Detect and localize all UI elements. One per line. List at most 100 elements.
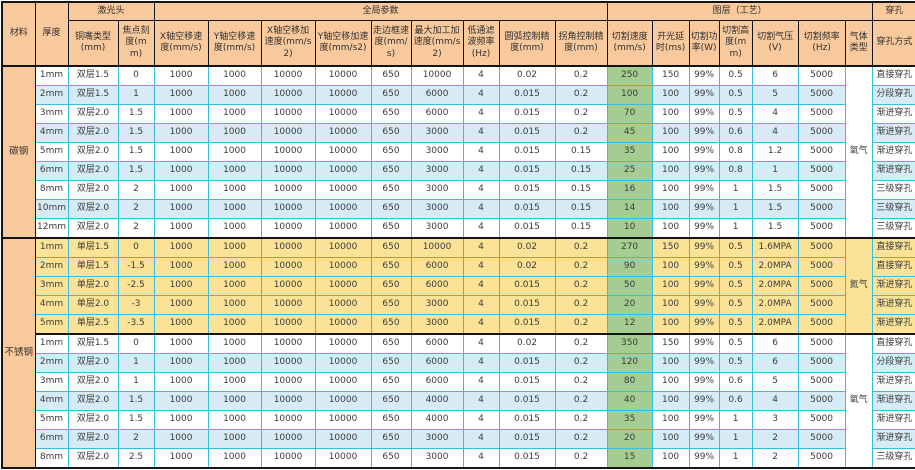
cell-y-move-acc: 10000	[314, 276, 372, 296]
cell-pierce-method: 渐进穿孔	[871, 391, 915, 411]
cell-focus: 0	[117, 333, 155, 354]
col-cut-freq: 切割频率(Hz)	[797, 20, 846, 67]
cell-nozzle-type: 双层2.0	[67, 161, 119, 181]
cell-cut-power: 99%	[688, 333, 720, 354]
cell-y-move-acc: 10000	[314, 372, 372, 392]
cell-cut-freq: 5000	[797, 85, 846, 105]
table-row: 8mm 双层2.0 2.5 1000 1000 10000 10000 650 3000 4 0.0…	[2, 448, 915, 469]
cell-x-move-acc: 10000	[260, 429, 316, 449]
cell-focus: -1.5	[117, 257, 155, 277]
cell-y-move-speed: 1000	[207, 85, 262, 105]
cell-cut-speed: 20	[606, 295, 653, 315]
cell-focus: 2	[117, 218, 155, 239]
cell-frame-speed: 650	[370, 104, 412, 124]
cell-lowpass-freq: 4	[462, 391, 500, 411]
cell-y-move-speed: 1000	[207, 142, 262, 162]
cell-cut-pressure: 6	[751, 353, 799, 373]
cell-frame-speed: 650	[370, 161, 412, 181]
table-row: 4mm 双层2.0 1.5 1000 1000 10000 10000 650 4000 4 0.0…	[2, 391, 915, 411]
cell-corner-precision: 0.2	[554, 448, 608, 469]
cell-frame-speed: 650	[370, 123, 412, 143]
cell-y-move-acc: 10000	[314, 199, 372, 219]
cell-nozzle-type: 单层1.5	[67, 257, 119, 277]
cell-arc-precision: 0.015	[498, 123, 556, 143]
cell-corner-precision: 0.2	[554, 410, 608, 430]
cell-max-work-acc: 6000	[410, 353, 464, 373]
cell-cut-height: 0.5	[718, 65, 753, 86]
table-row: 3mm 双层2.0 1.5 1000 1000 10000 10000 650 6000 4 0.0…	[2, 104, 915, 124]
cell-lowpass-freq: 4	[462, 104, 500, 124]
cell-lowpass-freq: 4	[462, 199, 500, 219]
cell-corner-precision: 0.2	[554, 295, 608, 315]
cell-cut-height: 0.5	[718, 237, 753, 258]
cell-cut-height: 0.6	[718, 391, 753, 411]
cell-cut-freq: 5000	[797, 65, 846, 86]
cell-frame-speed: 650	[370, 314, 412, 335]
cell-thickness: 1mm	[34, 237, 69, 258]
cell-cut-height: 1	[718, 199, 753, 219]
cell-cut-power: 99%	[688, 104, 720, 124]
cell-y-move-acc: 10000	[314, 104, 372, 124]
cell-thickness: 4mm	[34, 123, 69, 143]
cell-x-move-speed: 1000	[153, 276, 209, 296]
cell-cut-height: 0.5	[718, 276, 753, 296]
cell-cut-power: 99%	[688, 180, 720, 200]
cell-focus: 2.5	[117, 448, 155, 469]
cell-cut-power: 99%	[688, 123, 720, 143]
cell-frame-speed: 650	[370, 372, 412, 392]
cell-y-move-acc: 10000	[314, 161, 372, 181]
cell-arc-precision: 0.015	[498, 429, 556, 449]
table-row: 1mm 双层1.5 0 1000 1000 10000 10000 650 6000 4 0.02 0…	[2, 333, 915, 469]
col-pierce-method: 穿孔方式	[871, 20, 915, 67]
cell-max-work-acc: 3000	[410, 161, 464, 181]
cell-x-move-acc: 10000	[260, 295, 316, 315]
material-cell: 不锈钢	[1, 237, 36, 469]
table-row: 2mm 双层2.0 1 1000 1000 10000 10000 650 6000 4 0.015…	[2, 353, 915, 373]
cell-x-move-acc: 10000	[260, 161, 316, 181]
cell-corner-precision: 0.2	[554, 429, 608, 449]
cell-thickness: 10mm	[34, 199, 69, 219]
cell-thickness: 6mm	[34, 161, 69, 181]
cell-laser-delay: 100	[651, 314, 690, 335]
cell-corner-precision: 0.2	[554, 372, 608, 392]
cell-lowpass-freq: 4	[462, 161, 500, 181]
cell-cut-pressure: 6	[751, 333, 799, 354]
cell-pierce-method: 渐进穿孔	[871, 123, 915, 143]
cell-x-move-speed: 1000	[153, 104, 209, 124]
cell-x-move-acc: 10000	[260, 391, 316, 411]
cell-cut-height: 0.5	[718, 104, 753, 124]
cell-cut-power: 99%	[688, 257, 720, 277]
cell-cut-speed: 270	[606, 237, 653, 258]
cell-cut-freq: 5000	[797, 276, 846, 296]
cell-pierce-method: 渐进穿孔	[871, 161, 915, 181]
col-cut-pressure: 切割气压(V)	[751, 20, 799, 67]
cell-thickness: 8mm	[34, 448, 69, 469]
cell-cut-height: 0.5	[718, 333, 753, 354]
cell-pierce-method: 渐进穿孔	[871, 142, 915, 162]
col-y-move-speed: Y轴空移速度(mm/s)	[207, 20, 262, 67]
cell-lowpass-freq: 4	[462, 314, 500, 335]
cell-y-move-acc: 10000	[314, 333, 372, 354]
cell-x-move-acc: 10000	[260, 104, 316, 124]
cell-y-move-speed: 1000	[207, 65, 262, 86]
cell-cut-pressure: 5	[751, 85, 799, 105]
cell-cut-height: 0.8	[718, 161, 753, 181]
cell-cut-power: 99%	[688, 448, 720, 469]
cell-laser-delay: 100	[651, 199, 690, 219]
cell-cut-height: 1	[718, 410, 753, 430]
cell-cut-pressure: 4	[751, 391, 799, 411]
cell-cut-height: 1	[718, 218, 753, 239]
cell-y-move-acc: 10000	[314, 257, 372, 277]
cell-y-move-speed: 1000	[207, 104, 262, 124]
cell-laser-delay: 100	[651, 218, 690, 239]
cell-corner-precision: 0.2	[554, 104, 608, 124]
cell-cut-freq: 5000	[797, 333, 846, 354]
cell-nozzle-type: 双层2.0	[67, 410, 119, 430]
cell-cut-power: 99%	[688, 314, 720, 335]
table-row: 不锈钢 1mm 单层1.5 0 1000 1000 10000 10000 650 10000 4 0…	[1, 237, 915, 469]
cell-focus: 1	[117, 372, 155, 392]
cell-x-move-speed: 1000	[153, 65, 209, 86]
cell-y-move-acc: 10000	[314, 237, 372, 258]
cell-cut-freq: 5000	[797, 429, 846, 449]
cell-x-move-speed: 1000	[153, 123, 209, 143]
